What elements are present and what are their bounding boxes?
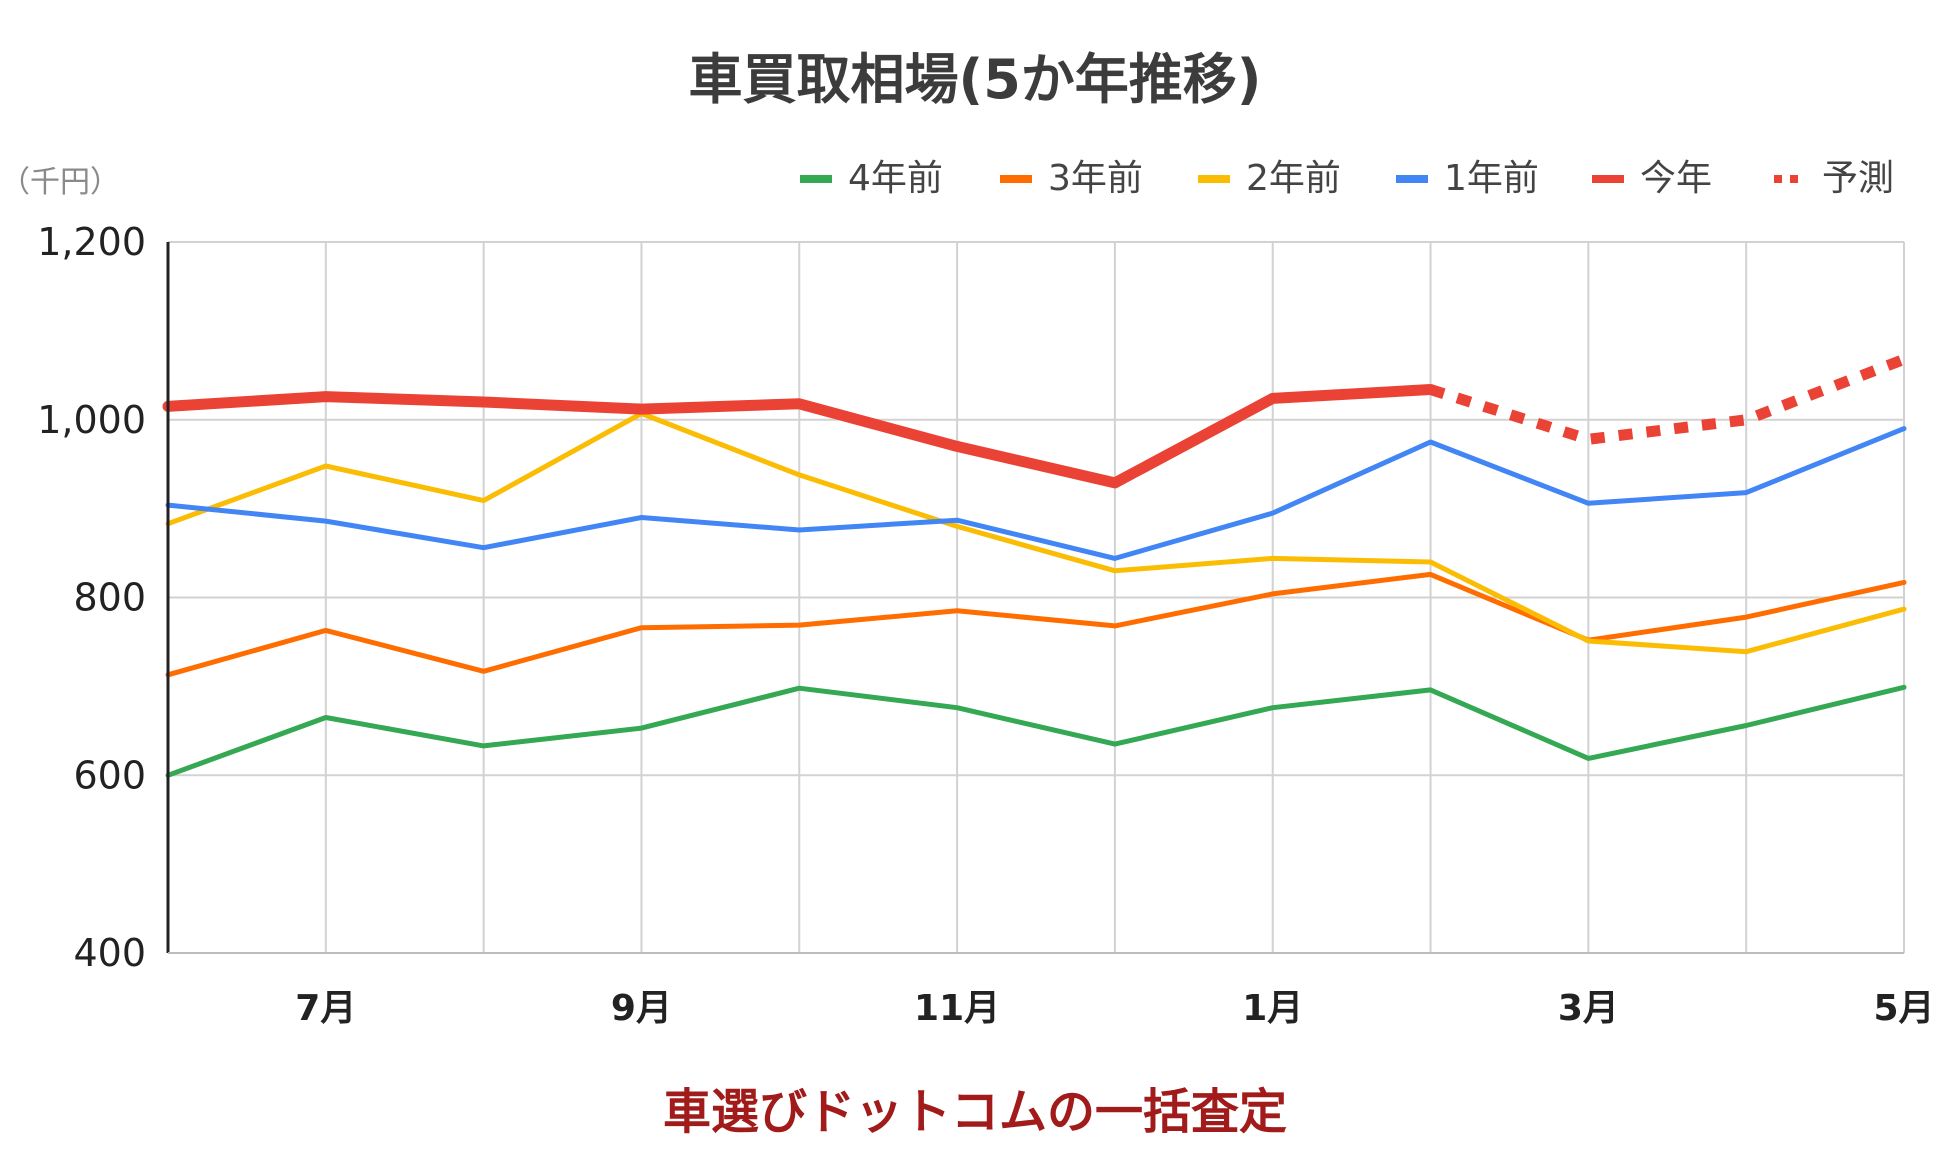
- y-tick-label: 400: [73, 931, 146, 975]
- series-line-1: [165, 684, 1907, 778]
- y-tick-label: 800: [73, 576, 146, 620]
- y-tick-label: 600: [73, 753, 146, 797]
- y-tick-label: 1,000: [37, 398, 146, 442]
- series-line-4: [165, 426, 1907, 561]
- y-tick-label: 1,200: [37, 220, 146, 264]
- x-tick-label: 9月: [611, 988, 672, 1029]
- x-tick-label: 5月: [1873, 988, 1934, 1029]
- series-line-6: [1428, 354, 1906, 445]
- x-tick-label: 7月: [295, 988, 356, 1029]
- legend: 4年前 3年前 2年前 1年前 今年 予測: [800, 158, 1894, 199]
- series-line-2: [165, 571, 1907, 678]
- y-unit-label: （千円）: [0, 165, 120, 200]
- chart-title: 車買取相場(5か年推移): [689, 48, 1262, 111]
- x-tick-label: 11月: [914, 988, 1000, 1029]
- axes: [166, 242, 1904, 954]
- legend-label: 予測: [1822, 158, 1894, 199]
- legend-label: 4年前: [848, 158, 943, 199]
- legend-label: 2年前: [1246, 158, 1341, 199]
- series-lines: [162, 354, 1907, 778]
- series-line-5: [162, 384, 1436, 489]
- footer-caption: 車選びドットコムの一括査定: [663, 1084, 1287, 1140]
- series-line-3: [165, 411, 1907, 655]
- x-tick-label: 3月: [1558, 988, 1619, 1029]
- legend-label: 1年前: [1444, 158, 1539, 199]
- x-axis-ticks: 7月 9月 11月 1月 3月 5月: [295, 988, 1934, 1029]
- x-tick-label: 1月: [1242, 988, 1303, 1029]
- gridlines: [168, 241, 1905, 954]
- y-axis-ticks: 1,200 1,000 800 600 400: [37, 220, 146, 975]
- legend-label: 今年: [1640, 158, 1712, 199]
- legend-label: 3年前: [1048, 158, 1143, 199]
